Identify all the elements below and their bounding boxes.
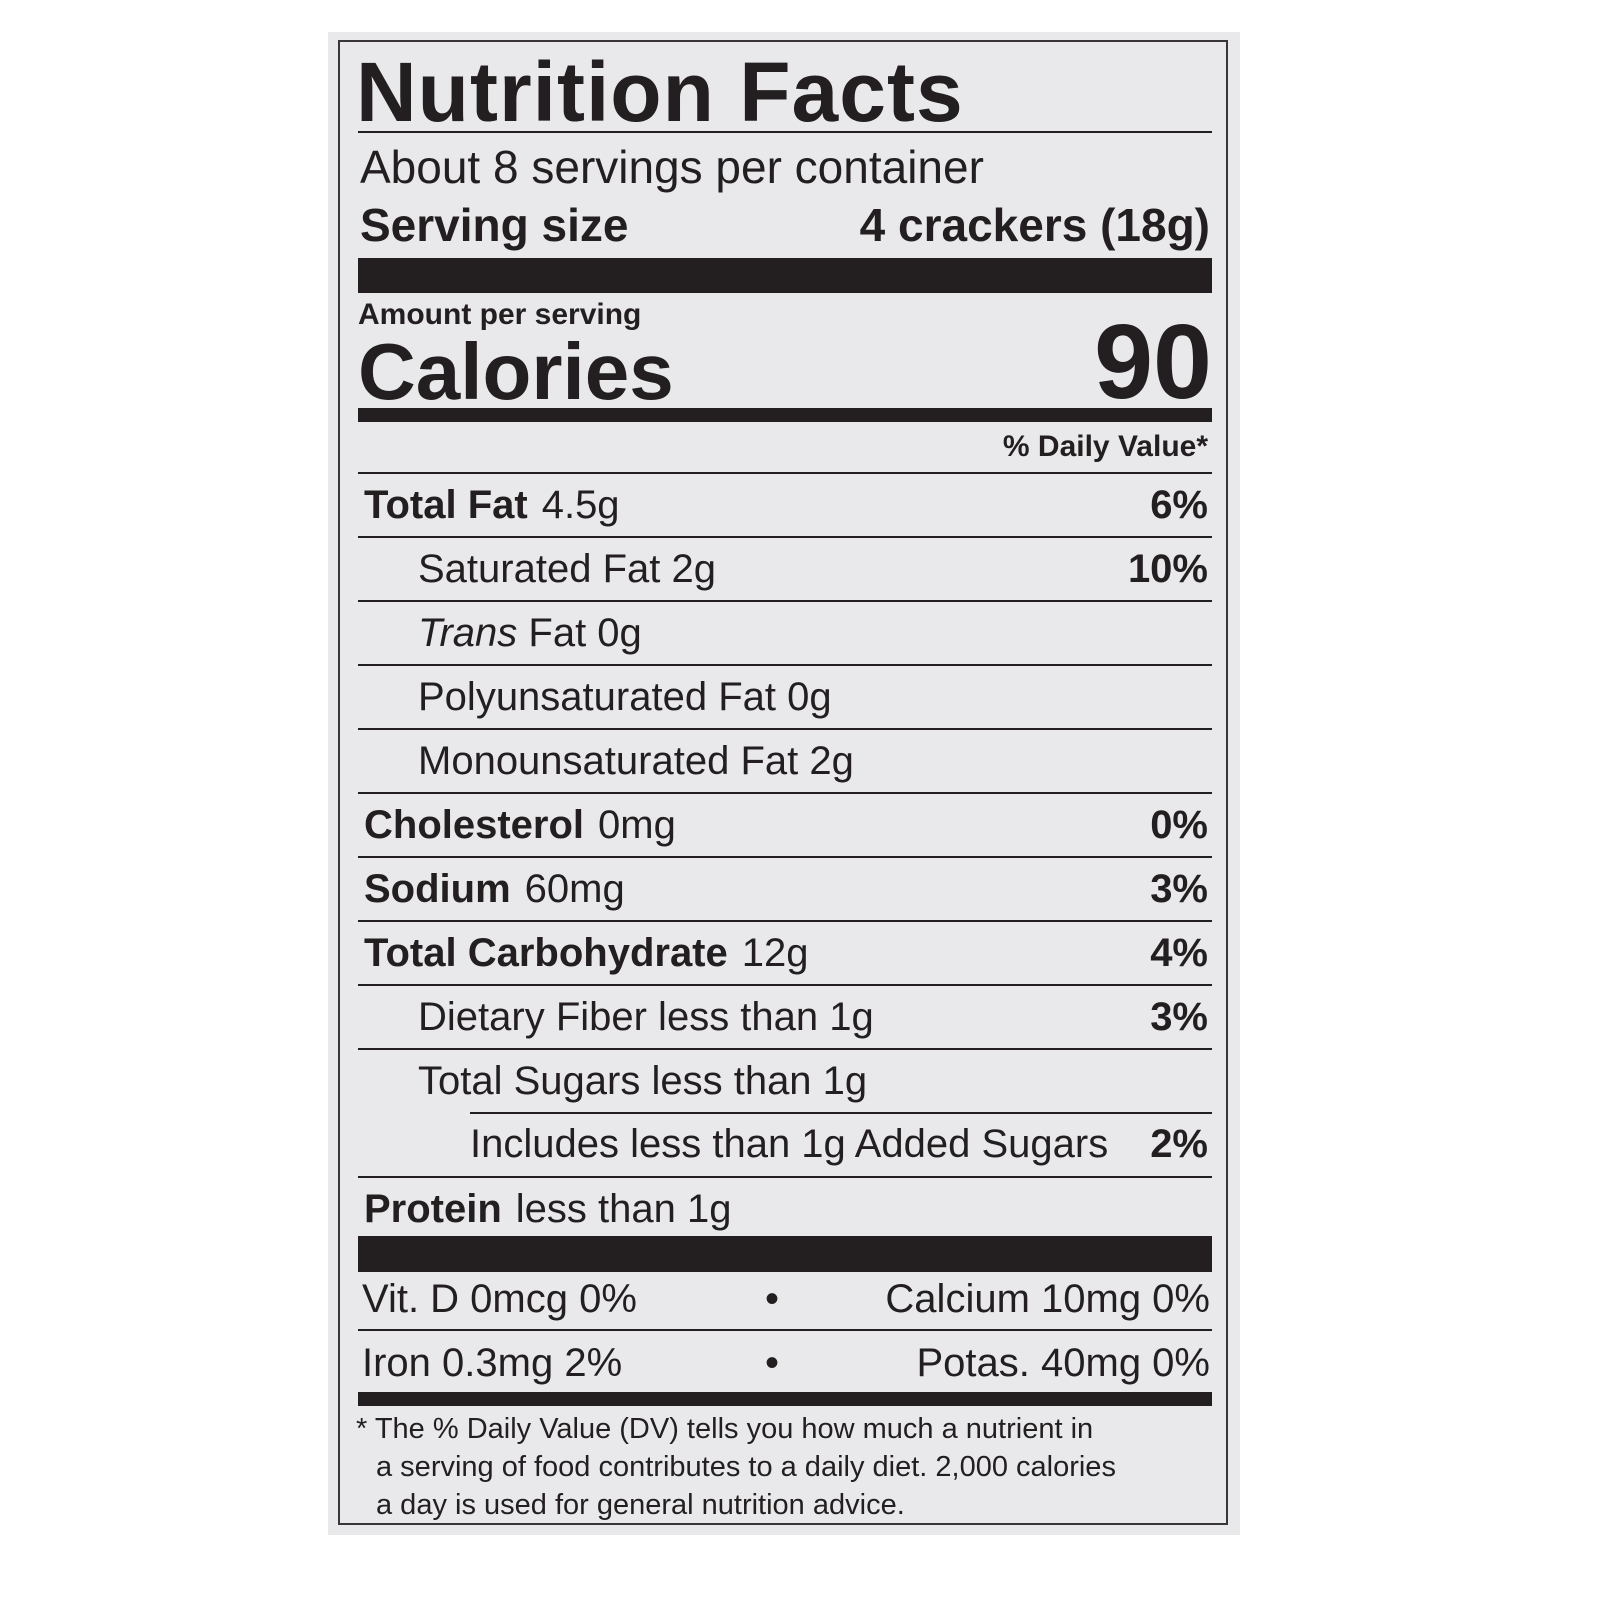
nutrient-amount: Total Sugars less than 1g <box>418 1058 868 1103</box>
footnote: * The % Daily Value (DV) tells you how m… <box>356 1410 1216 1524</box>
nutrient-label: Total Carbohydrate <box>364 930 728 975</box>
nutrient-rows: Total Fat 4.5g 6% Saturated Fat 2g 10% Tran… <box>358 472 1212 1240</box>
calcium: Calcium 10mg 0% <box>885 1276 1210 1321</box>
medium-divider <box>358 1392 1212 1406</box>
trans-italic: Trans <box>418 610 518 655</box>
servings-per-container: About 8 servings per container <box>360 141 984 193</box>
nutrient-dv: 0% <box>1150 802 1208 847</box>
nutrient-amount: 0mg <box>598 802 676 847</box>
calories-label: Calories <box>358 327 674 416</box>
nutrient-row-trans-fat: Trans Fat 0g <box>358 600 1212 664</box>
nutrient-amount: 4.5g <box>541 482 620 527</box>
footnote-line: * The % Daily Value (DV) tells you how m… <box>356 1413 1094 1445</box>
nutrient-amount: 60mg <box>524 866 625 911</box>
serving-size: Serving size 4 crackers (18g) <box>360 198 1210 252</box>
nutrient-dv: 10% <box>1127 546 1208 591</box>
nutrient-row-protein: Protein less than 1g <box>358 1176 1212 1240</box>
nutrient-row-dietary-fiber: Dietary Fiber less than 1g 3% <box>358 984 1212 1048</box>
nutrient-amount-text: Fat 0g <box>517 610 642 655</box>
serving-size-value: 4 crackers (18g) <box>859 199 1210 251</box>
vitamin-row: Iron 0.3mg 2% • Potas. 40mg 0% <box>358 1332 1212 1394</box>
serving-size-label: Serving size <box>360 199 629 251</box>
nutrient-label: Total Fat <box>364 482 528 527</box>
nutrient-label: Protein <box>364 1186 502 1231</box>
footnote-line: a day is used for general nutrition advi… <box>376 1489 905 1521</box>
nutrient-row-cholesterol: Cholesterol 0mg 0% <box>358 792 1212 856</box>
nutrient-label: Cholesterol <box>364 802 585 847</box>
thick-divider <box>358 1236 1212 1272</box>
footnote-line: a serving of food contributes to a daily… <box>376 1451 1116 1483</box>
nutrient-dv: 6% <box>1150 482 1208 527</box>
bullet-separator: • <box>764 1276 779 1321</box>
nutrient-amount: 12g <box>741 930 809 975</box>
nutrient-dv: 2% <box>1150 1121 1208 1166</box>
vitamin-row: Vit. D 0mcg 0% • Calcium 10mg 0% <box>358 1268 1212 1330</box>
nutrient-dv: 3% <box>1150 994 1208 1039</box>
nutrient-amount: Saturated Fat 2g <box>418 546 716 591</box>
label-border <box>338 40 1228 1525</box>
divider <box>358 1329 1212 1331</box>
amount-per-serving: Amount per serving <box>358 298 642 331</box>
nutrient-amount: Polyunsaturated Fat 0g <box>418 674 832 719</box>
thick-divider <box>358 258 1212 293</box>
vitamin-d: Vit. D 0mcg 0% <box>362 1276 637 1321</box>
nutrient-row-monounsaturated-fat: Monounsaturated Fat 2g <box>358 728 1212 792</box>
calories-value: 90 <box>1094 303 1212 421</box>
label-title: Nutrition Facts <box>356 45 964 139</box>
bullet-separator: • <box>764 1340 779 1385</box>
medium-divider <box>358 408 1212 422</box>
nutrient-amount: less than 1g <box>515 1186 732 1231</box>
iron: Iron 0.3mg 2% <box>362 1340 623 1385</box>
nutrient-row-total-carbohydrate: Total Carbohydrate 12g 4% <box>358 920 1212 984</box>
nutrient-row-total-fat: Total Fat 4.5g 6% <box>358 472 1212 536</box>
divider <box>358 131 1212 133</box>
nutrient-dv: 3% <box>1150 866 1208 911</box>
nutrient-dv: 4% <box>1150 930 1208 975</box>
nutrient-amount: Includes less than 1g Added Sugars <box>470 1121 1109 1166</box>
nutrient-label: Sodium <box>364 866 511 911</box>
potassium: Potas. 40mg 0% <box>916 1340 1211 1385</box>
nutrient-row-saturated-fat: Saturated Fat 2g 10% <box>358 536 1212 600</box>
daily-value-header: % Daily Value* <box>1002 430 1208 463</box>
nutrient-row-added-sugars: Includes less than 1g Added Sugars 2% <box>358 1112 1212 1176</box>
nutrient-amount: Trans Fat 0g <box>418 611 1208 656</box>
nutrient-amount: Dietary Fiber less than 1g <box>418 994 874 1039</box>
nutrient-row-polyunsaturated-fat: Polyunsaturated Fat 0g <box>358 664 1212 728</box>
nutrient-row-sodium: Sodium 60mg 3% <box>358 856 1212 920</box>
nutrient-row-total-sugars: Total Sugars less than 1g <box>358 1048 1212 1112</box>
nutrient-amount: Monounsaturated Fat 2g <box>418 738 854 783</box>
